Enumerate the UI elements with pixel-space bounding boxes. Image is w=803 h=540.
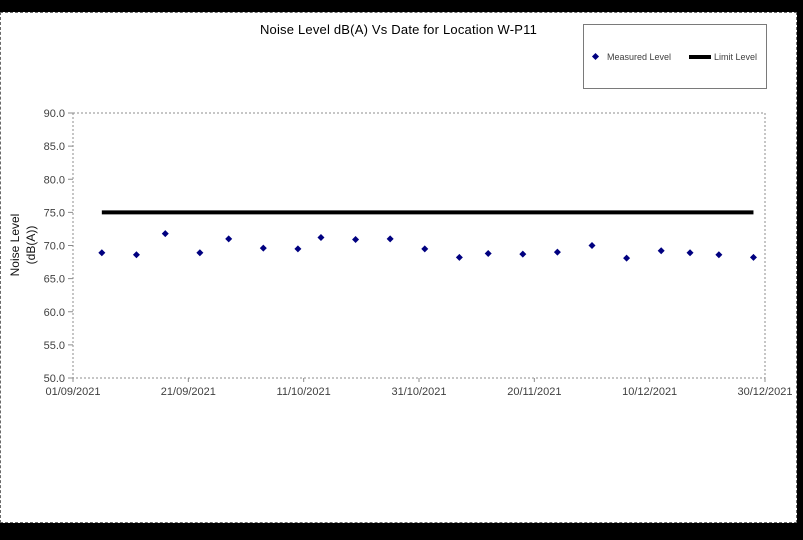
data-point [196, 249, 204, 257]
data-point [519, 250, 527, 258]
y-tick-label: 80.0 [44, 174, 65, 186]
legend-label-measured: Measured Level [606, 51, 671, 62]
y-tick-label: 65.0 [44, 274, 65, 286]
data-point [317, 234, 325, 242]
data-point [484, 249, 492, 257]
x-tick-label: 10/12/2021 [622, 386, 677, 398]
data-point [686, 249, 694, 257]
legend-label-limit: Limit Level [714, 51, 758, 62]
data-point [623, 254, 631, 262]
data-point [161, 230, 169, 238]
legend: Measured Level Limit Level [583, 24, 767, 89]
x-tick-label: 30/12/2021 [737, 386, 792, 398]
data-point [225, 235, 233, 243]
x-tick-label: 20/11/2021 [507, 386, 561, 398]
y-tick-label: 60.0 [44, 307, 65, 319]
plot-area: 90.0 85.0 80.0 75.0 70.0 65.0 60.0 55.0 50.001/0… [44, 108, 793, 398]
data-point [715, 251, 723, 259]
data-point [386, 235, 394, 243]
data-point [588, 242, 596, 249]
y-tick-label: 55.0 [44, 340, 65, 352]
data-point [553, 248, 561, 256]
data-point [455, 253, 463, 261]
data-point [132, 251, 140, 259]
chart-canvas: Noise Level dB(A) Vs Date for Location W… [0, 12, 797, 523]
legend-row: Measured Level Limit Level [591, 51, 758, 62]
y-tick-label: 50.0 [44, 373, 65, 385]
data-point [421, 245, 429, 253]
y-tick-label: 90.0 [44, 108, 65, 120]
chart-title: Noise Level dB(A) Vs Date for Location W… [259, 22, 538, 37]
x-tick-label: 31/10/2021 [391, 386, 446, 398]
y-tick-label: 70.0 [44, 241, 65, 253]
limit-level-marker-icon [689, 54, 711, 59]
x-tick-label: 21/09/2021 [161, 386, 216, 398]
data-point [352, 236, 360, 244]
data-point [657, 247, 665, 255]
x-tick-label: 11/10/2021 [277, 386, 331, 398]
y-tick-label: 85.0 [44, 141, 65, 153]
y-tick-label: 75.0 [44, 207, 65, 219]
x-tick-label: 01/09/2021 [45, 386, 100, 398]
plot-border [72, 112, 766, 379]
data-point [749, 253, 757, 261]
data-point [259, 244, 267, 252]
data-point [98, 249, 106, 257]
data-point [294, 245, 302, 253]
